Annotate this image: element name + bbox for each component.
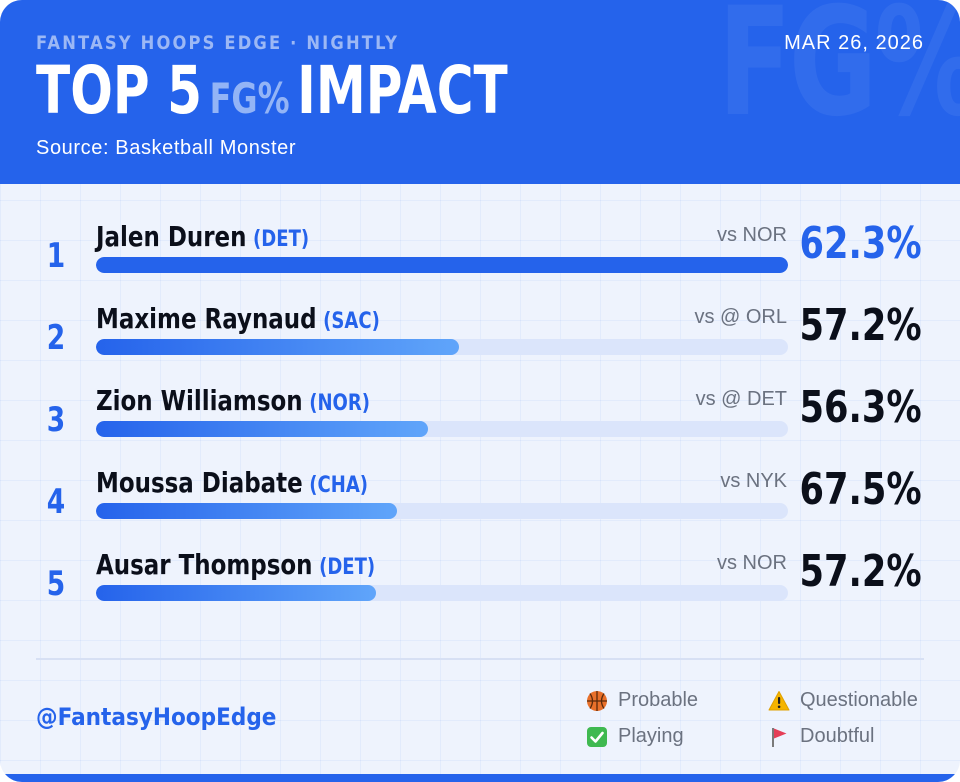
player-team: (NOR) [309,391,371,416]
legend-label: Probable [618,689,699,711]
legend-doubtful: Doubtful [768,725,875,748]
fg-percentage: 56.3% [799,382,922,433]
list-item: 5 Ausar Thompson (DET) vs NOR 57.2% [0,546,960,628]
divider [36,658,924,660]
opponent-label: vs NOR [717,552,787,574]
header: FG% FANTASY HOOPS EDGE · NIGHTLY MAR 26,… [0,0,960,184]
fg-percentage: 62.3% [799,218,922,269]
player-label: Zion Williamson (NOR) [96,384,370,417]
kicker: FANTASY HOOPS EDGE · NIGHTLY [36,32,400,54]
list-item: 3 Zion Williamson (NOR) vs @ DET 56.3% [0,382,960,464]
impact-bar-track [96,421,788,437]
title-accent: FG% [209,74,290,123]
impact-bar-fill [96,421,429,437]
impact-bar-fill [96,503,398,519]
watermark-text: FG% [717,0,960,150]
legend-label: Questionable [800,689,918,711]
flag-icon [772,727,787,747]
rank-number: 5 [46,564,66,604]
player-label: Ausar Thompson (DET) [96,548,375,581]
player-label: Moussa Diabate (CHA) [96,466,368,499]
legend-label: Doubtful [800,725,875,747]
player-label: Jalen Duren (DET) [96,220,309,253]
list-item: 4 Moussa Diabate (CHA) vs NYK 67.5% [0,464,960,546]
impact-bar-track [96,585,788,601]
rank-number: 3 [46,400,66,440]
legend-questionable: Questionable [768,689,918,712]
fg-percentage: 57.2% [799,300,922,351]
legend-probable: Probable [586,689,698,712]
impact-bar-fill [96,257,788,273]
basketball-icon [587,690,607,711]
opponent-label: vs @ DET [695,388,787,410]
opponent-label: vs @ ORL [694,306,787,328]
title-suffix: IMPACT [297,52,508,129]
legend-playing: Playing [586,725,684,748]
rank-number: 1 [46,236,66,276]
date-label: MAR 26, 2026 [784,32,924,54]
player-team: (DET) [319,555,376,580]
title-prefix: TOP 5 [36,52,202,129]
player-label: Maxime Raynaud (SAC) [96,302,380,335]
impact-bar-track [96,257,788,273]
player-team: (CHA) [309,473,369,498]
opponent-label: vs NYK [720,470,787,492]
player-name: Ausar Thompson [96,548,313,581]
list-item: 1 Jalen Duren (DET) vs NOR 62.3% [0,218,960,300]
warning-icon [768,690,790,710]
impact-bar-track [96,339,788,355]
impact-bar-fill [96,339,460,355]
list-item: 2 Maxime Raynaud (SAC) vs @ ORL 57.2% [0,300,960,382]
rank-number: 4 [46,482,66,522]
player-name: Maxime Raynaud [96,302,317,335]
source-label: Source: Basketball Monster [36,137,297,159]
legend-label: Playing [618,725,684,747]
bottom-accent-bar [0,774,960,782]
player-name: Jalen Duren [96,220,247,253]
fg-percentage: 67.5% [799,464,922,515]
player-team: (DET) [253,227,310,252]
opponent-label: vs NOR [717,224,787,246]
social-handle: @FantasyHoopEdge [36,703,277,731]
player-name: Zion Williamson [96,384,303,417]
impact-bar-track [96,503,788,519]
impact-bar-fill [96,585,377,601]
player-name: Moussa Diabate [96,466,303,499]
check-icon [587,726,607,747]
rank-number: 2 [46,318,66,358]
player-team: (SAC) [323,309,380,334]
fg-percentage: 57.2% [799,546,922,597]
page-title: TOP 5 FG% IMPACT [36,54,508,136]
